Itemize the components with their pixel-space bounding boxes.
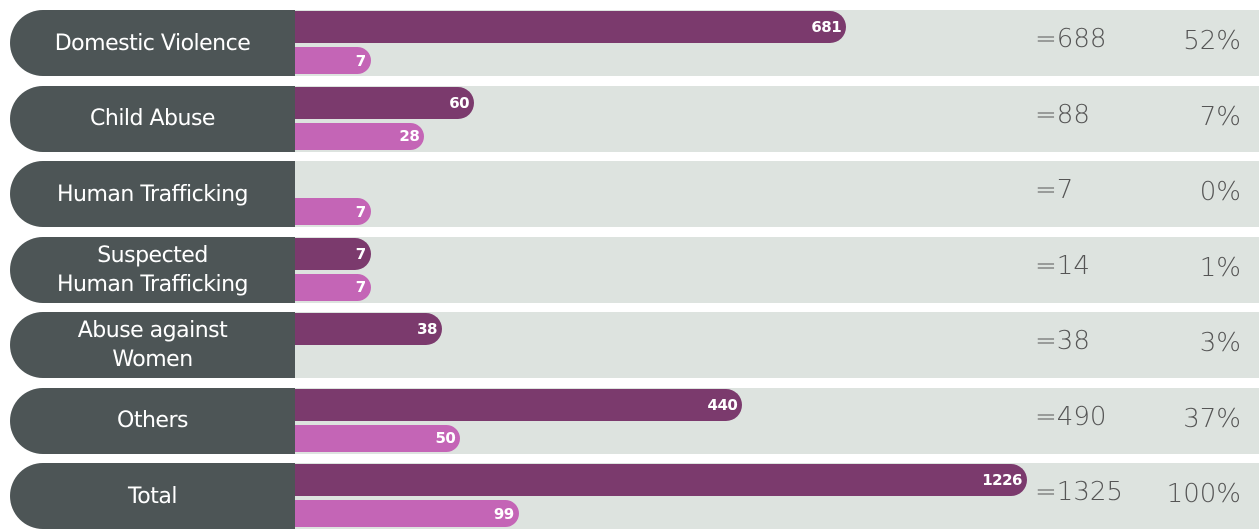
share-label: 1% (1199, 252, 1241, 283)
category-label: Others (10, 387, 295, 454)
share-label: 7% (1199, 101, 1241, 132)
total-label: =88 (1035, 99, 1090, 130)
row-background (295, 236, 1259, 303)
bar: 681 (295, 11, 847, 43)
category-label: Suspected Human Trafficking (10, 236, 295, 303)
bar: 440 (295, 388, 743, 421)
category-label: Child Abuse (10, 85, 295, 152)
share-label: 37% (1183, 403, 1241, 434)
bar: 7 (295, 198, 371, 225)
category-label: Total (10, 463, 295, 529)
total-label: =38 (1035, 326, 1090, 356)
total-label: =7 (1035, 175, 1074, 205)
bar: 7 (295, 47, 371, 74)
total-label: =490 (1035, 401, 1107, 432)
bar: 38 (295, 313, 442, 345)
bar: 60 (295, 86, 475, 119)
total-label: =1325 (1035, 477, 1123, 507)
bar: 1226 (295, 464, 1027, 496)
bar: 50 (295, 424, 461, 452)
bar: 7 (295, 237, 371, 270)
share-label: 3% (1199, 328, 1241, 358)
category-label: Human Trafficking (10, 161, 295, 227)
category-label: Abuse against Women (10, 312, 295, 378)
total-label: =14 (1035, 250, 1090, 281)
category-label: Domestic Violence (10, 10, 295, 76)
row-background (295, 161, 1259, 227)
total-label: =688 (1035, 24, 1107, 54)
row-background (295, 312, 1259, 378)
bar: 99 (295, 500, 519, 527)
share-label: 100% (1166, 479, 1241, 509)
share-label: 52% (1183, 26, 1241, 56)
bar: 28 (295, 122, 425, 150)
bar: 7 (295, 273, 371, 301)
share-label: 0% (1199, 177, 1241, 207)
